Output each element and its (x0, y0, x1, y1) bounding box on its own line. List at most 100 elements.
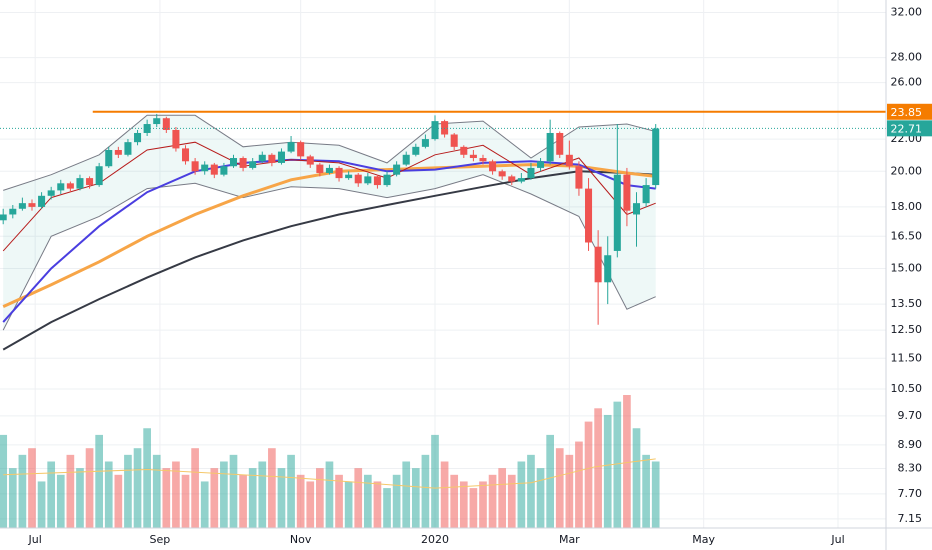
candle-body (556, 132, 564, 155)
volume-bar (411, 468, 420, 528)
candle-body (421, 139, 429, 147)
volume-bar (306, 481, 315, 528)
candle-body (652, 128, 660, 186)
volume-bar (498, 468, 507, 528)
candle-body (527, 167, 535, 179)
volume-bar (191, 448, 199, 528)
x-tick-label: Mar (559, 533, 580, 546)
moving-average (2, 141, 656, 252)
candle-body (489, 161, 497, 172)
volume-bar (95, 434, 103, 528)
candle-body (594, 246, 602, 283)
volume-bar (28, 448, 36, 528)
y-tick-label: 8.90 (898, 438, 923, 451)
volume-bar (162, 468, 171, 528)
candle-body (565, 154, 573, 167)
candle-body (28, 203, 36, 207)
volume-bar (210, 468, 219, 528)
y-tick-label: 32.00 (891, 5, 923, 18)
volume-bar (517, 461, 526, 528)
candle-body (210, 164, 218, 175)
y-tick-label: 15.00 (891, 261, 923, 274)
volume-bar (85, 448, 94, 528)
volume-bar (603, 414, 612, 528)
x-tick-label: Nov (290, 533, 312, 546)
volume-bar (373, 481, 382, 528)
volume-bar (18, 454, 27, 528)
volume-bar (431, 434, 439, 528)
candle-body (268, 154, 276, 163)
candle-body (364, 176, 372, 184)
volume-bar (421, 454, 430, 528)
candle-body (431, 121, 439, 140)
volume-bar (296, 474, 305, 528)
candle-body (66, 183, 74, 189)
volume-bar (469, 488, 478, 528)
volume-bar (632, 428, 641, 528)
volume-bar (316, 468, 324, 528)
last-price-label: 22.71 (891, 122, 923, 135)
volume-bar (248, 468, 257, 528)
volume-bar (76, 468, 84, 528)
candle-body (373, 176, 381, 186)
band-lower (2, 174, 656, 331)
volume-bar (220, 461, 228, 528)
y-tick-label: 16.50 (891, 229, 923, 242)
y-tick-label: 8.30 (898, 461, 923, 474)
x-tick-label: Sep (150, 533, 171, 546)
candle-body (460, 146, 468, 155)
candle-body (239, 158, 247, 168)
candle-body (402, 154, 410, 165)
volume-bar (143, 428, 151, 528)
candle-body (441, 121, 449, 135)
volume-bar (392, 474, 401, 528)
hline-label-box (887, 103, 932, 120)
volume-bar (459, 481, 468, 528)
candle-body (124, 142, 132, 155)
candle-body (508, 176, 516, 182)
candle-body (325, 167, 333, 173)
candle-body (191, 161, 199, 172)
candle-body (479, 158, 487, 162)
volume-bar (363, 474, 372, 528)
candle-body (297, 142, 305, 157)
volume-bar (8, 468, 17, 528)
candle-body (345, 174, 353, 179)
volume-bar (335, 474, 343, 528)
volume-bar (527, 454, 535, 528)
candle-body (57, 183, 65, 191)
moving-average (2, 170, 656, 351)
volume-bar (450, 474, 459, 528)
candle-body (258, 154, 266, 162)
y-tick-label: 10.50 (891, 382, 923, 395)
volume-bar (114, 474, 123, 528)
volume-bar (344, 481, 353, 528)
volume-bar (239, 474, 247, 528)
candle-body (546, 132, 554, 162)
volume-bar (383, 488, 391, 528)
volume-bar (287, 454, 295, 528)
y-tick-label: 7.15 (898, 512, 923, 525)
candle-body (575, 166, 583, 189)
volume-bar (479, 481, 487, 528)
volume-bar (555, 448, 564, 528)
candle-body (316, 164, 324, 173)
volume-bar (623, 395, 631, 528)
volume-bar (277, 468, 286, 528)
candle-body (86, 178, 94, 186)
candle-body (172, 129, 180, 149)
volume-bar (354, 468, 363, 528)
candle-body (47, 190, 55, 196)
candle-body (38, 195, 46, 207)
volume-bar (66, 454, 75, 528)
y-tick-label: 20.00 (891, 164, 923, 177)
candle-body (229, 158, 238, 167)
volume-bar (37, 481, 46, 528)
volume-bar (402, 461, 411, 528)
candle-body (632, 203, 641, 215)
volume-bar (440, 461, 449, 528)
volume-bar (104, 461, 113, 528)
volume-bar (594, 408, 602, 528)
candle-body (0, 214, 7, 221)
candle-body (642, 185, 650, 204)
